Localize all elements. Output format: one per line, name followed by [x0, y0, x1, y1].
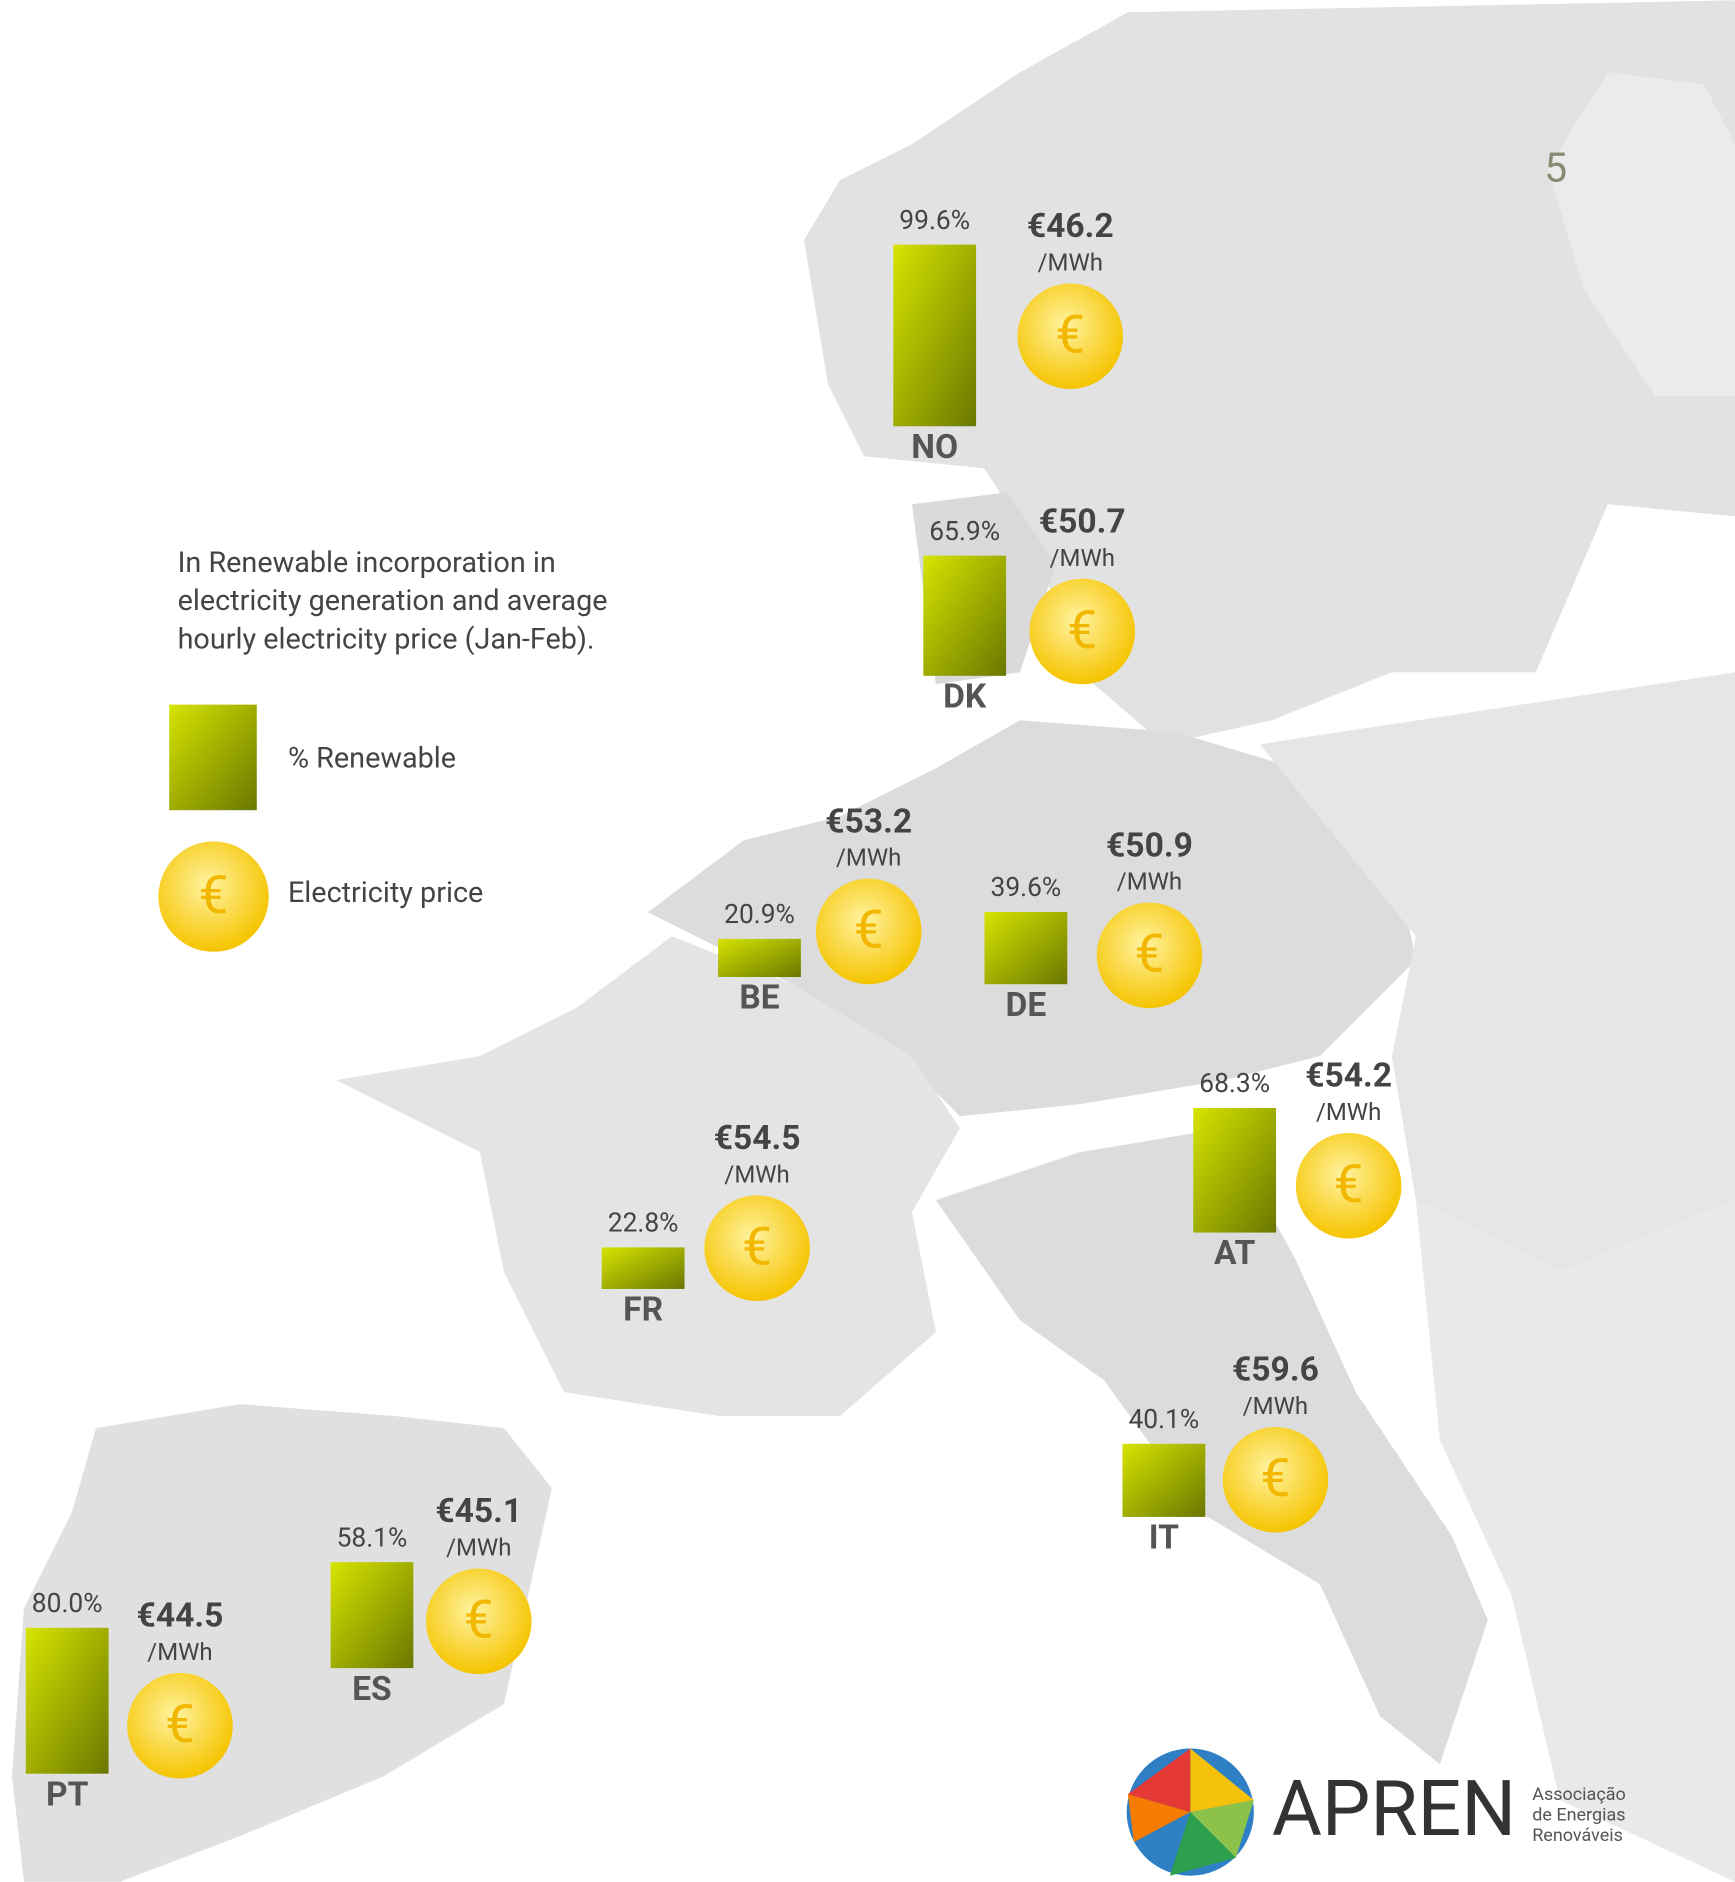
coin-symbol: € — [1055, 304, 1085, 366]
coin — [1029, 578, 1136, 685]
price-label: €59.6 — [1232, 1351, 1319, 1390]
country-code: IT — [1149, 1519, 1179, 1558]
title-line: electricity generation and average — [178, 584, 608, 618]
coin-symbol: € — [1067, 599, 1097, 661]
price-label: €46.2 — [1027, 207, 1114, 246]
price-label: €54.5 — [714, 1119, 801, 1158]
coin-symbol: € — [464, 1589, 494, 1651]
coin — [127, 1672, 233, 1779]
price-label: €53.2 — [825, 802, 912, 841]
logo-line: Associação — [1532, 1784, 1626, 1805]
coin — [425, 1568, 532, 1675]
price-unit: /MWh — [1243, 1392, 1308, 1420]
price-label: €45.1 — [435, 1492, 522, 1531]
price-unit: /MWh — [1316, 1098, 1381, 1126]
country-code: DK — [943, 678, 987, 717]
coin-symbol: € — [742, 1216, 772, 1278]
legend-coin — [158, 841, 269, 952]
title-line: In Renewable incorporation in — [178, 546, 556, 580]
coin-symbol: € — [1334, 1153, 1364, 1215]
price-unit: /MWh — [446, 1534, 511, 1562]
price-label: €44.5 — [137, 1597, 224, 1636]
renewable-label: 80.0% — [32, 1589, 103, 1619]
logo-line: de Energias — [1532, 1804, 1625, 1825]
country-code: FR — [623, 1291, 663, 1330]
coin-symbol: € — [854, 899, 884, 961]
bar — [1193, 1108, 1277, 1233]
logo — [1126, 1748, 1254, 1876]
price-unit: /MWh — [836, 844, 901, 872]
bar — [25, 1627, 109, 1774]
country-code: AT — [1214, 1234, 1256, 1273]
coin — [1096, 902, 1203, 1009]
price-label: €50.9 — [1106, 826, 1193, 865]
bar — [330, 1562, 414, 1669]
bar — [601, 1247, 685, 1289]
legend-label: Electricity price — [288, 876, 483, 910]
country-code: PT — [46, 1775, 89, 1814]
renewable-label: 58.1% — [337, 1523, 408, 1553]
country-code: DE — [1006, 986, 1047, 1025]
legend-label: % Renewable — [288, 741, 456, 775]
coin — [1222, 1426, 1329, 1533]
bar — [1122, 1443, 1206, 1517]
country-code: BE — [739, 979, 779, 1018]
country-code: NO — [911, 428, 958, 467]
renewable-label: 99.6% — [899, 206, 970, 236]
price-unit: /MWh — [147, 1638, 212, 1666]
bar — [984, 911, 1068, 985]
coin-symbol: € — [1135, 923, 1165, 985]
country-code: ES — [352, 1670, 392, 1709]
bar — [923, 555, 1007, 676]
coin — [704, 1195, 810, 1301]
renewable-label: 22.8% — [608, 1209, 679, 1239]
price-label: €50.7 — [1039, 502, 1126, 541]
renewable-label: 68.3% — [1199, 1069, 1270, 1099]
renewable-label: 65.9% — [929, 517, 1000, 547]
page-number: 5 — [1544, 143, 1567, 191]
coin-symbol: € — [165, 1693, 195, 1755]
legend-bar — [169, 704, 257, 811]
bar — [718, 938, 801, 977]
price-unit: /MWh — [724, 1161, 789, 1189]
coin-symbol: € — [1261, 1447, 1291, 1509]
bar — [893, 244, 977, 427]
coin-symbol: € — [199, 864, 229, 926]
price-label: €54.2 — [1305, 1057, 1392, 1096]
renewable-label: 40.1% — [1128, 1405, 1199, 1435]
logo-name: APREN — [1272, 1764, 1516, 1854]
renewable-label: 20.9% — [724, 900, 795, 930]
price-unit: /MWh — [1117, 868, 1182, 896]
logo-line: Renováveis — [1532, 1825, 1623, 1846]
coin — [1017, 283, 1124, 390]
price-unit: /MWh — [1038, 249, 1103, 277]
price-unit: /MWh — [1050, 544, 1115, 572]
renewable-label: 39.6% — [991, 873, 1062, 903]
coin — [1295, 1132, 1402, 1239]
title-line: hourly electricity price (Jan-Feb). — [178, 623, 595, 657]
coin — [815, 878, 922, 985]
